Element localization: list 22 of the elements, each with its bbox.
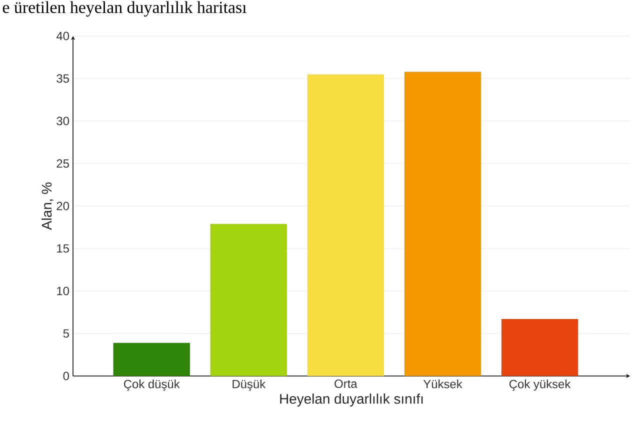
x-tick-label: Orta (334, 380, 358, 388)
chart-title: e üretilen heyelan duyarlılık haritası (2, 1, 246, 17)
x-tick-label: Çok düşük (124, 380, 180, 391)
bar (113, 342, 190, 376)
x-axis-title: Heyelan duyarlılık sınıfı (280, 394, 423, 407)
y-tick-label: 35 (56, 74, 69, 83)
y-tick-label: 0 (63, 372, 70, 380)
y-tick-label: 10 (57, 286, 70, 296)
y-tick-label: 40 (56, 32, 70, 40)
bar (210, 224, 287, 376)
x-tick-label: Çok yüksek (509, 380, 571, 391)
y-tick-label: 25 (56, 159, 69, 168)
bar (307, 74, 384, 376)
x-tick-label: Yüksek (423, 380, 462, 388)
x-tick-label: Düşük (232, 380, 266, 391)
y-tick-label: 20 (56, 202, 70, 210)
y-tick-label: 15 (57, 244, 69, 253)
y-tick-label: 30 (56, 116, 70, 126)
y-tick-label: 5 (63, 329, 69, 338)
y-axis-title: Alan, % (41, 182, 54, 230)
bar (404, 72, 482, 376)
bar (501, 319, 578, 376)
